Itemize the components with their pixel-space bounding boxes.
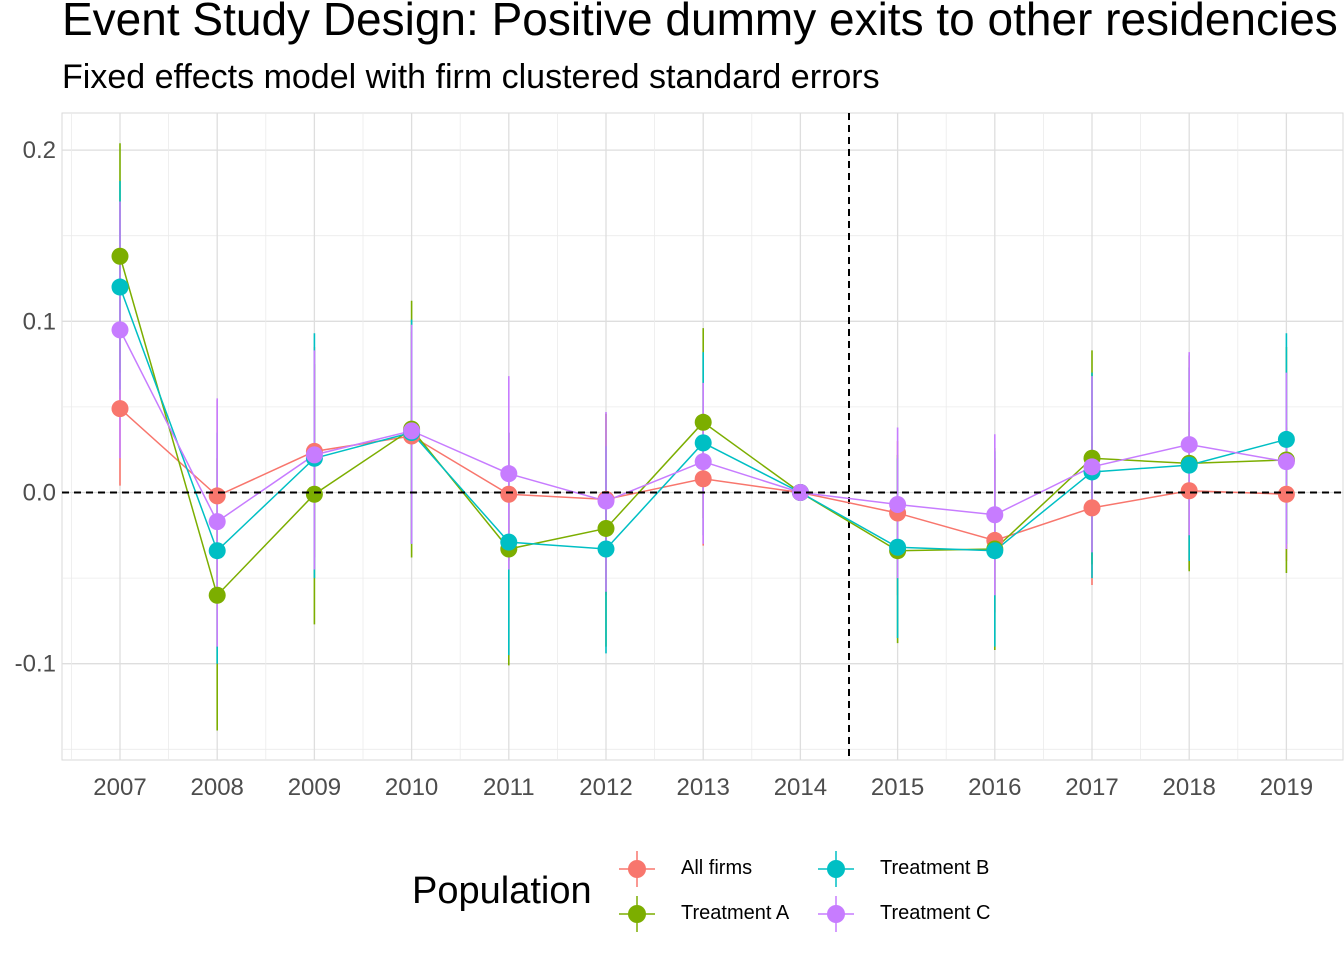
x-tick-label: 2017 [1065, 774, 1118, 801]
data-point [111, 247, 129, 265]
y-tick-label: -0.1 [15, 651, 56, 678]
data-point [500, 465, 518, 483]
data-point [208, 487, 226, 505]
legend-label: Treatment B [880, 857, 990, 879]
data-point [208, 542, 226, 560]
data-point [694, 470, 712, 488]
x-tick-label: 2012 [579, 774, 632, 801]
data-point [597, 492, 615, 510]
legend-label: Treatment C [880, 902, 991, 924]
chart-title: Event Study Design: Positive dummy exits… [62, 0, 1338, 45]
data-point [889, 538, 907, 556]
x-tick-label: 2014 [774, 774, 827, 801]
data-point [986, 506, 1004, 524]
x-tick-label: 2013 [677, 774, 730, 801]
data-point [208, 586, 226, 604]
y-tick-label: 0.2 [23, 137, 56, 164]
data-point [1277, 485, 1295, 503]
chart-subtitle: Fixed effects model with firm clustered … [62, 58, 880, 96]
data-point [111, 321, 129, 339]
legend-label: Treatment A [681, 902, 790, 924]
legend-title: Population [412, 870, 592, 912]
data-point [1180, 456, 1198, 474]
legend-key-point [628, 905, 646, 923]
data-point [889, 495, 907, 513]
data-point [694, 413, 712, 431]
data-point [1180, 482, 1198, 500]
data-point [305, 485, 323, 503]
x-tick-label: 2009 [288, 774, 341, 801]
data-point [1277, 453, 1295, 471]
x-tick-label: 2015 [871, 774, 924, 801]
data-point [694, 453, 712, 471]
data-point [694, 434, 712, 452]
x-tick-label: 2011 [483, 774, 535, 801]
data-point [305, 446, 323, 464]
plot-panel [61, 112, 1344, 761]
legend-label: All firms [681, 857, 753, 879]
x-tick-label: 2010 [385, 774, 438, 801]
x-tick-label: 2008 [191, 774, 244, 801]
data-point [986, 542, 1004, 560]
x-tick-label: 2019 [1260, 774, 1313, 801]
data-point [597, 519, 615, 537]
data-point [403, 422, 421, 440]
data-point [111, 278, 129, 296]
data-point [1083, 458, 1101, 476]
legend-key-point [628, 860, 646, 878]
data-point [1277, 430, 1295, 448]
y-tick-label: 0.0 [23, 480, 56, 507]
x-tick-label: 2016 [968, 774, 1021, 801]
legend-key-point [827, 860, 845, 878]
data-point [1180, 436, 1198, 454]
data-point [500, 485, 518, 503]
data-point [597, 540, 615, 558]
y-tick-label: 0.1 [23, 308, 56, 335]
data-point [1083, 499, 1101, 517]
legend-key-point [827, 905, 845, 923]
data-point [500, 533, 518, 551]
data-point [208, 513, 226, 531]
x-tick-label: 2018 [1163, 774, 1216, 801]
x-tick-label: 2007 [93, 774, 146, 801]
data-point [111, 400, 129, 418]
